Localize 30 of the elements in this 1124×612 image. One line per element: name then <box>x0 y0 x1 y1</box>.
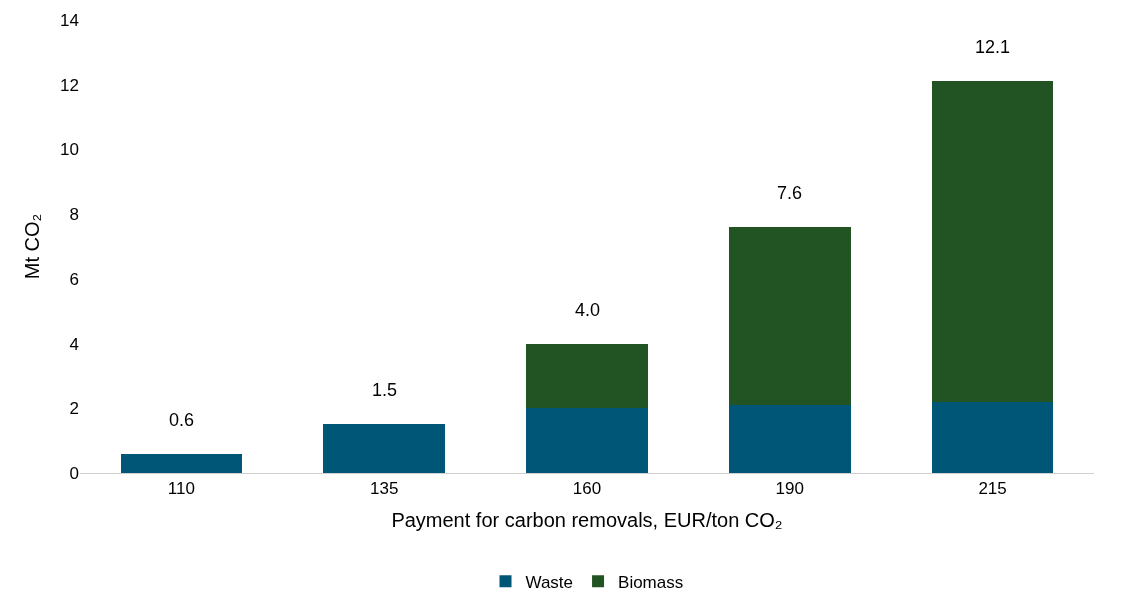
y-tick-label: 0 <box>69 463 79 483</box>
y-tick-label: 10 <box>60 140 79 160</box>
y-tick-label: 8 <box>69 205 79 225</box>
bar <box>323 424 446 473</box>
bar <box>728 227 851 406</box>
bar <box>931 81 1054 402</box>
y-axis-title: Mt CO₂ <box>20 213 43 280</box>
x-tick-label: 215 <box>978 479 1007 499</box>
x-axis-title: Payment for carbon removals, EUR/ton CO₂ <box>391 508 783 531</box>
y-tick-label: 12 <box>60 75 79 95</box>
total-label: 12.1 <box>975 37 1011 57</box>
legend-label: Biomass <box>618 572 684 592</box>
total-label: 0.6 <box>169 410 195 430</box>
bar <box>526 343 648 409</box>
legend-label: Waste <box>525 572 574 592</box>
bar <box>526 408 648 473</box>
total-label: 4.0 <box>575 300 601 320</box>
y-tick-label: 4 <box>69 334 79 354</box>
total-label: 7.6 <box>777 183 803 203</box>
total-label: 1.5 <box>372 380 398 400</box>
y-tick-label: 14 <box>60 10 79 30</box>
bar <box>728 405 851 473</box>
x-tick-label: 135 <box>370 479 399 499</box>
y-tick-label: 6 <box>69 269 79 289</box>
y-tick-label: 2 <box>69 399 79 419</box>
x-tick-label: 160 <box>572 479 602 499</box>
bar <box>120 453 243 473</box>
x-tick-label: 110 <box>167 479 195 499</box>
bar <box>931 401 1054 473</box>
x-tick-label: 190 <box>775 479 804 499</box>
